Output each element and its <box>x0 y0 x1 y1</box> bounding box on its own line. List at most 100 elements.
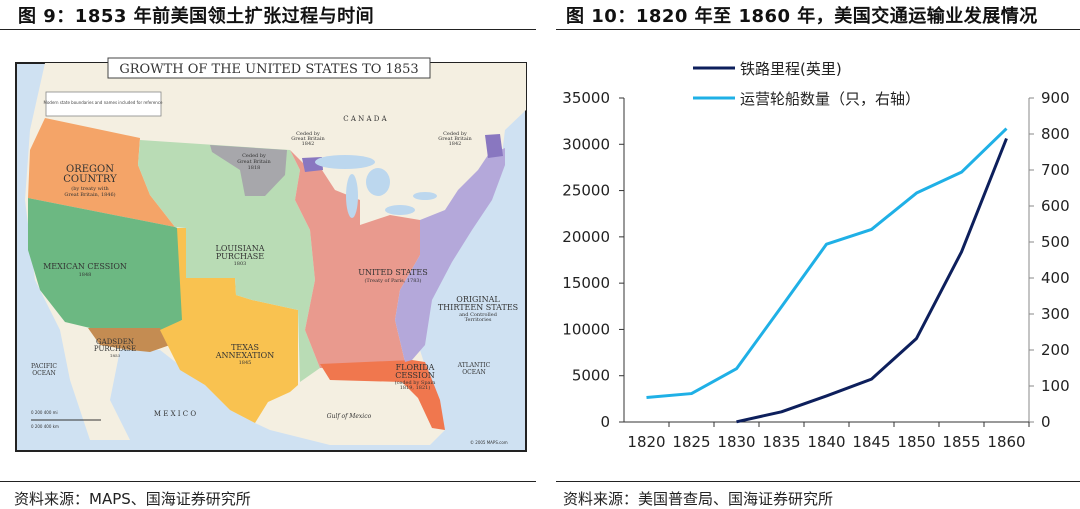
x-tick-label: 1820 <box>627 433 665 451</box>
svg-text:PACIFIC: PACIFIC <box>31 363 57 370</box>
right-figure-title: 图 10：1820 年至 1860 年，美国交通运输业发展情况 <box>566 6 1038 27</box>
map-oregon <box>28 118 175 227</box>
left-tick-label: 25000 <box>562 182 610 200</box>
svg-text:Gulf of Mexico: Gulf of Mexico <box>327 413 372 420</box>
svg-text:1818: 1818 <box>248 165 261 171</box>
x-tick-label: 1850 <box>897 433 935 451</box>
x-tick-label: 1825 <box>672 433 710 451</box>
svg-text:COUNTRY: COUNTRY <box>63 174 117 185</box>
left-tick-label: 10000 <box>562 320 610 338</box>
svg-text:OREGON: OREGON <box>66 164 114 175</box>
svg-text:Great Britain: Great Britain <box>438 136 472 142</box>
transport-chart: 0 5000 10000 15000 20000 25000 30000 35000 0 100 2… <box>562 60 1070 451</box>
svg-text:TEXAS: TEXAS <box>231 343 259 352</box>
svg-text:1848: 1848 <box>79 272 92 278</box>
x-tick-label: 1845 <box>852 433 890 451</box>
left-source-rule <box>0 481 536 482</box>
steamboat-count-line <box>646 127 1008 400</box>
svg-text:(by treaty with: (by treaty with <box>71 185 109 192</box>
map-louisiana <box>138 140 320 382</box>
svg-text:© 2005 MAPS.com: © 2005 MAPS.com <box>470 440 508 445</box>
svg-text:ATLANTIC: ATLANTIC <box>457 362 491 369</box>
right-tick-label: 400 <box>1041 269 1070 287</box>
svg-text:Ceded by: Ceded by <box>296 131 320 137</box>
left-tick-label: 20000 <box>562 228 610 246</box>
svg-text:1842: 1842 <box>302 141 315 147</box>
map-legend-note: Modern state boundaries and names includ… <box>44 100 164 105</box>
svg-text:THIRTEEN STATES: THIRTEEN STATES <box>438 303 518 312</box>
map-texas <box>160 228 298 423</box>
svg-text:GADSDEN: GADSDEN <box>96 338 134 346</box>
svg-text:ANNEXATION: ANNEXATION <box>215 351 274 360</box>
svg-text:Great Britain: Great Britain <box>291 136 325 142</box>
svg-text:(Treaty of Paris, 1783): (Treaty of Paris, 1783) <box>364 277 421 284</box>
right-title-rule <box>556 29 1080 30</box>
svg-text:PURCHASE: PURCHASE <box>216 252 264 261</box>
svg-text:Territories: Territories <box>465 317 492 323</box>
left-tick-label: 35000 <box>562 89 610 107</box>
right-tick-label: 900 <box>1041 89 1070 107</box>
map-great-lakes <box>315 155 437 218</box>
right-tick-label: 200 <box>1041 341 1070 359</box>
map-united-states <box>290 150 420 368</box>
map-gadsden <box>88 328 170 352</box>
right-tick-label: 300 <box>1041 305 1070 323</box>
map-mexican-cession <box>28 198 182 330</box>
svg-text:M E X I C O: M E X I C O <box>154 410 197 418</box>
x-tick-label: 1855 <box>942 433 980 451</box>
svg-text:Great Britain, 1846): Great Britain, 1846) <box>64 191 115 198</box>
right-tick-label: 500 <box>1041 233 1070 251</box>
svg-text:LOUISIANA: LOUISIANA <box>216 244 265 253</box>
svg-text:and Controlled: and Controlled <box>459 312 498 318</box>
right-tick-label: 0 <box>1041 413 1051 431</box>
svg-text:OCEAN: OCEAN <box>32 370 55 377</box>
svg-text:Ceded by: Ceded by <box>443 131 467 137</box>
map-ceded-1842-maine <box>485 134 503 158</box>
svg-text:1845: 1845 <box>239 360 252 366</box>
right-tick-label: 700 <box>1041 161 1070 179</box>
map-florida <box>320 360 445 430</box>
right-tick-label: 600 <box>1041 197 1070 215</box>
map-original-thirteen <box>395 148 505 362</box>
left-title-rule <box>0 29 536 30</box>
svg-text:1803: 1803 <box>234 261 247 267</box>
svg-text:Ceded by: Ceded by <box>242 153 266 159</box>
right-source: 资料来源：美国普查局、国海证券研究所 <box>563 490 834 508</box>
x-tick-label: 1860 <box>987 433 1025 451</box>
map-title-box <box>107 57 431 79</box>
x-tick-label: 1835 <box>762 433 800 451</box>
us-growth-map: Modern state boundaries and names includ… <box>15 57 527 452</box>
map-labels: C A N A D A OREGON COUNTRY (by treaty wi… <box>31 115 518 445</box>
svg-text:C A N A D A: C A N A D A <box>343 115 387 123</box>
svg-text:1819, 1821): 1819, 1821) <box>400 384 431 391</box>
svg-text:(ceded by Spain: (ceded by Spain <box>395 379 436 386</box>
right-source-rule <box>556 481 1080 482</box>
svg-text:UNITED STATES: UNITED STATES <box>358 268 427 277</box>
svg-text:0 200 400 mi: 0 200 400 mi <box>31 410 58 415</box>
right-tick-label: 800 <box>1041 125 1070 143</box>
left-source: 资料来源：MAPS、国海证券研究所 <box>14 490 251 508</box>
legend-label-steamboats: 运营轮船数量（只，右轴） <box>740 90 920 108</box>
left-tick-label: 15000 <box>562 274 610 292</box>
legend-label-railway: 铁路里程(英里) <box>740 60 842 78</box>
svg-text:FLORIDA: FLORIDA <box>396 363 435 372</box>
right-tick-label: 100 <box>1041 377 1070 395</box>
railway-mileage-line <box>736 137 1008 424</box>
x-tick-label: 1840 <box>807 433 845 451</box>
svg-text:0 200 400 km: 0 200 400 km <box>31 424 59 429</box>
left-tick-label: 5000 <box>572 367 610 385</box>
map-title: GROWTH OF THE UNITED STATES TO 1853 <box>119 62 418 77</box>
left-figure-title: 图 9：1853 年前美国领土扩张过程与时间 <box>18 6 375 27</box>
svg-text:CESSION: CESSION <box>395 371 435 380</box>
map-ceded-1818 <box>210 145 287 196</box>
map-legend-box <box>45 91 162 117</box>
chart-legend: 铁路里程(英里) 运营轮船数量（只，右轴） <box>693 60 920 108</box>
x-tick-label: 1830 <box>717 433 755 451</box>
svg-text:OCEAN: OCEAN <box>462 369 485 376</box>
svg-text:1853: 1853 <box>110 353 121 358</box>
left-tick-label: 0 <box>600 413 610 431</box>
svg-text:Great Britain: Great Britain <box>237 159 271 165</box>
svg-text:PURCHASE: PURCHASE <box>94 345 136 353</box>
svg-text:1842: 1842 <box>449 141 462 147</box>
svg-text:ORIGINAL: ORIGINAL <box>456 295 500 304</box>
